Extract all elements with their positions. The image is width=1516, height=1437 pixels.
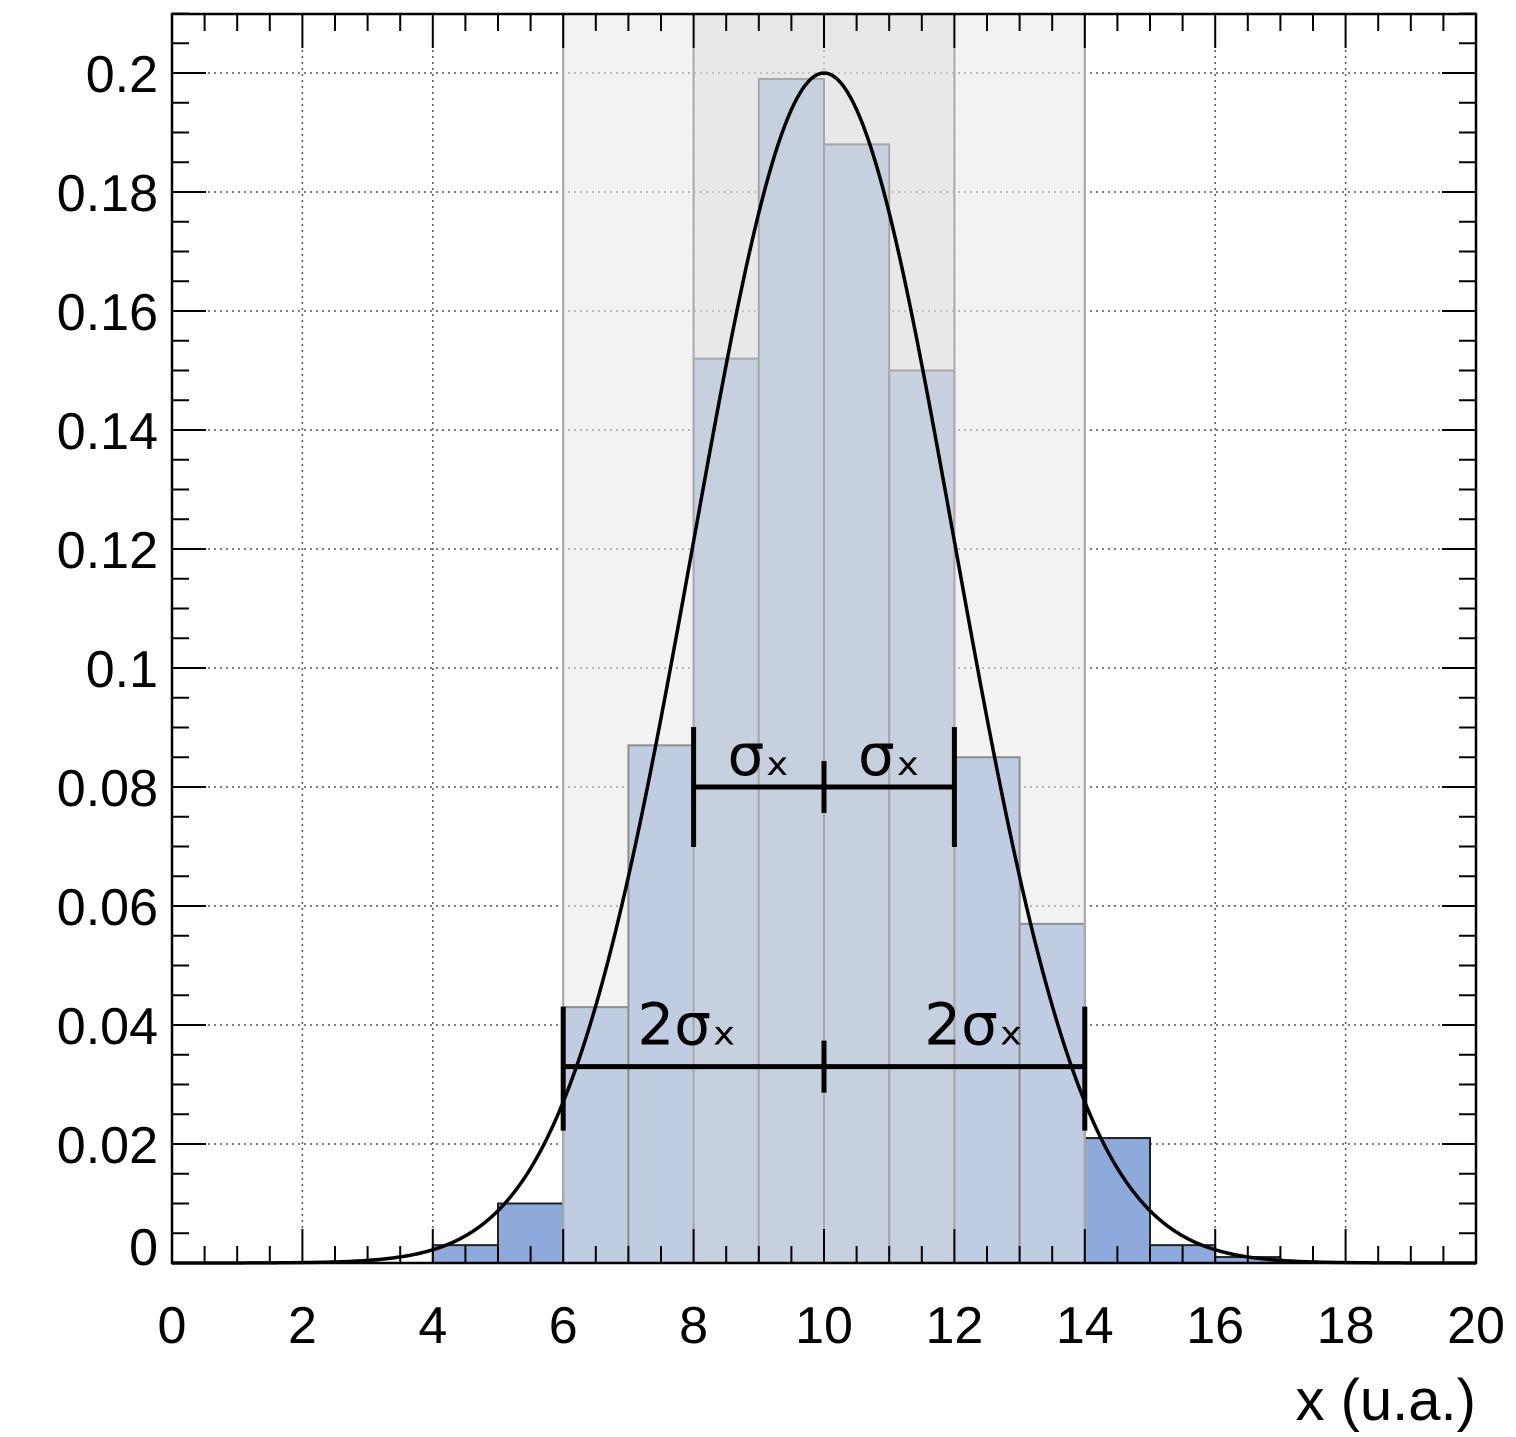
sigma-label: 2σₓ — [637, 991, 736, 1059]
x-axis-tick-labels: 0 2 4 6 8 10 12 14 16 18 20 — [158, 1297, 1505, 1355]
y-tick-label: 0.06 — [57, 879, 158, 937]
x-tick-label: 4 — [418, 1297, 447, 1355]
y-tick-label: 0.14 — [57, 403, 158, 461]
y-tick-label: 0.2 — [86, 46, 158, 104]
x-tick-label: 2 — [288, 1297, 317, 1355]
y-tick-label: 0.12 — [57, 522, 158, 580]
sigma-markers — [560, 727, 1088, 1131]
y-tick-label: 0.18 — [57, 165, 158, 223]
sigma-label: σₓ — [858, 721, 921, 789]
y-tick-label: 0.1 — [86, 641, 158, 699]
x-axis-title: x (u.a.) — [1296, 1368, 1477, 1433]
y-tick-label: 0 — [129, 1219, 158, 1277]
x-tick-label: 10 — [795, 1297, 853, 1355]
sigma-label: 2σₓ — [924, 991, 1023, 1059]
sigma-label: σₓ — [728, 721, 791, 789]
x-tick-label: 8 — [679, 1297, 708, 1355]
x-tick-label: 12 — [925, 1297, 983, 1355]
x-tick-label: 6 — [549, 1297, 578, 1355]
y-axis-tick-labels: 0 0.02 0.04 0.06 0.08 0.1 0.12 0.14 0.16 0.18 0.2 — [57, 46, 158, 1277]
y-tick-label: 0.08 — [57, 760, 158, 818]
x-tick-label: 16 — [1186, 1297, 1244, 1355]
y-tick-label: 0.02 — [57, 1117, 158, 1175]
x-tick-label: 14 — [1056, 1297, 1114, 1355]
gaussian-fit-curve — [171, 71, 1477, 1265]
y-tick-label: 0.04 — [57, 998, 158, 1056]
x-tick-label: 0 — [158, 1297, 187, 1355]
x-tick-label: 20 — [1447, 1297, 1505, 1355]
y-tick-label: 0.16 — [57, 284, 158, 342]
x-tick-label: 18 — [1317, 1297, 1375, 1355]
sigma-annotations: σₓ σₓ 2σₓ 2σₓ — [637, 721, 1023, 1059]
axis-ticks — [171, 12, 1477, 1264]
